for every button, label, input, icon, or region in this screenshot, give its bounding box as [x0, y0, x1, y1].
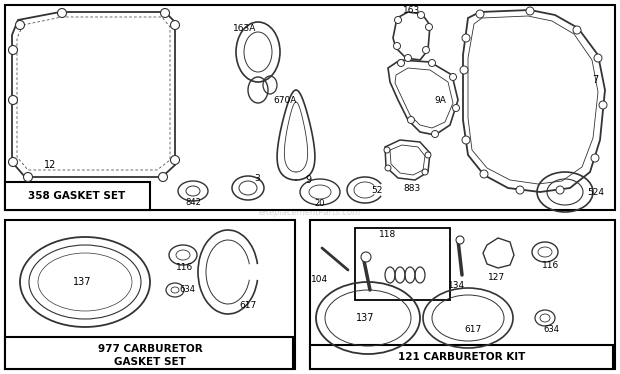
- Circle shape: [432, 131, 438, 138]
- Circle shape: [58, 9, 66, 18]
- Text: 52: 52: [371, 186, 383, 194]
- Text: 9A: 9A: [434, 95, 446, 104]
- Circle shape: [425, 24, 433, 31]
- Circle shape: [9, 95, 17, 104]
- Circle shape: [170, 21, 180, 30]
- Circle shape: [170, 156, 180, 165]
- Text: 116: 116: [542, 261, 560, 270]
- Circle shape: [9, 46, 17, 55]
- Bar: [310, 345, 613, 369]
- Circle shape: [476, 10, 484, 18]
- Circle shape: [394, 43, 401, 49]
- Text: 670A: 670A: [273, 95, 297, 104]
- Text: 134: 134: [448, 280, 466, 289]
- Text: 118: 118: [379, 230, 397, 239]
- Text: 883: 883: [404, 184, 420, 193]
- Text: 634: 634: [179, 285, 195, 294]
- Text: GASKET SET: GASKET SET: [114, 357, 186, 367]
- Text: eReplacementParts.com: eReplacementParts.com: [259, 208, 361, 217]
- Text: 116: 116: [176, 263, 193, 272]
- Text: 163: 163: [404, 6, 420, 15]
- Text: 137: 137: [356, 313, 374, 323]
- Circle shape: [460, 66, 468, 74]
- Circle shape: [161, 9, 169, 18]
- Bar: [355, 228, 450, 300]
- Text: 358 GASKET SET: 358 GASKET SET: [29, 191, 126, 201]
- Text: 842: 842: [185, 197, 201, 206]
- Circle shape: [516, 186, 524, 194]
- Circle shape: [591, 154, 599, 162]
- Circle shape: [24, 172, 32, 181]
- Circle shape: [394, 16, 402, 24]
- Circle shape: [453, 104, 459, 111]
- Bar: [5, 5, 615, 210]
- Text: 163A: 163A: [233, 24, 257, 33]
- Text: 9: 9: [305, 175, 311, 185]
- Circle shape: [480, 170, 488, 178]
- Circle shape: [422, 169, 428, 175]
- Circle shape: [428, 59, 435, 67]
- Circle shape: [9, 157, 17, 166]
- Text: 617: 617: [464, 325, 482, 334]
- Text: 104: 104: [311, 276, 329, 285]
- Circle shape: [404, 55, 412, 61]
- Circle shape: [397, 59, 404, 67]
- Text: 977 CARBURETOR: 977 CARBURETOR: [97, 344, 202, 354]
- Circle shape: [384, 147, 390, 153]
- Text: 127: 127: [489, 273, 505, 282]
- Circle shape: [526, 7, 534, 15]
- Circle shape: [159, 172, 167, 181]
- Bar: [5, 220, 295, 369]
- Circle shape: [450, 74, 456, 80]
- Circle shape: [462, 136, 470, 144]
- Text: 20: 20: [315, 199, 326, 208]
- Text: 12: 12: [44, 160, 56, 170]
- Text: 121 CARBURETOR KIT: 121 CARBURETOR KIT: [398, 352, 526, 362]
- Text: 3: 3: [254, 174, 260, 183]
- Circle shape: [385, 165, 391, 171]
- Circle shape: [599, 101, 607, 109]
- Text: 137: 137: [73, 277, 91, 287]
- Text: 7: 7: [592, 75, 598, 85]
- Circle shape: [361, 252, 371, 262]
- Circle shape: [573, 26, 581, 34]
- Circle shape: [594, 54, 602, 62]
- Circle shape: [417, 12, 425, 18]
- Circle shape: [425, 152, 431, 158]
- Bar: [5, 182, 150, 210]
- Text: 634: 634: [543, 325, 559, 334]
- Circle shape: [556, 186, 564, 194]
- Circle shape: [462, 34, 470, 42]
- Bar: [5, 337, 293, 369]
- Circle shape: [16, 21, 25, 30]
- Circle shape: [422, 46, 430, 53]
- Circle shape: [456, 236, 464, 244]
- Bar: [310, 220, 615, 369]
- Text: 524: 524: [588, 187, 604, 196]
- Circle shape: [407, 116, 415, 123]
- Text: 617: 617: [239, 300, 257, 310]
